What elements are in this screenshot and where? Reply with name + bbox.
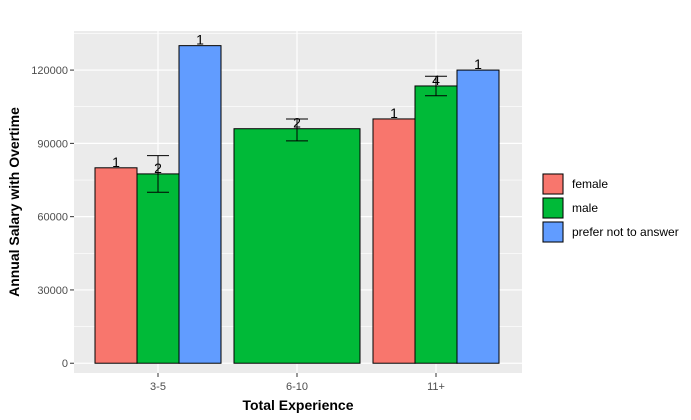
bar-6-10-male (233, 128, 361, 364)
count-labels-layer: 1 2 1 2 1 4 1 (112, 32, 482, 176)
count-label: 4 (432, 72, 440, 88)
count-label: 2 (293, 115, 301, 131)
error-bars-layer (147, 75, 447, 193)
legend-label: prefer not to answer (572, 225, 679, 239)
x-tick-label: 3-5 (150, 381, 166, 393)
y-axis: 0 30000 60000 90000 120000 (31, 65, 74, 370)
y-axis-title: Annual Salary with Overtime (6, 107, 22, 297)
y-tick-label: 120000 (31, 65, 68, 77)
bar-11+-male (414, 85, 458, 364)
bar-3-5-male (136, 173, 180, 364)
y-tick-label: 60000 (37, 212, 68, 224)
y-tick-label: 0 (62, 358, 68, 370)
bar-3-5-prefer-not-to-answer (178, 45, 222, 364)
bars-layer (94, 45, 500, 364)
bar-11+-prefer-not-to-answer (456, 69, 500, 364)
bar-11+-female (372, 118, 416, 364)
count-label: 1 (390, 105, 398, 121)
legend-label: female (572, 177, 608, 191)
y-tick-label: 90000 (37, 138, 68, 150)
legend-swatch-female (542, 173, 564, 195)
legend: female male prefer not to answer (542, 173, 679, 243)
y-tick-label: 30000 (37, 285, 68, 297)
count-label: 1 (196, 32, 204, 48)
count-label: 1 (474, 56, 482, 72)
x-tick-label: 11+ (427, 381, 445, 393)
x-axis-title: Total Experience (242, 397, 353, 413)
bar-3-5-female (94, 167, 138, 364)
count-label: 2 (154, 160, 162, 176)
count-label: 1 (112, 154, 120, 170)
x-tick-label: 6-10 (286, 381, 308, 393)
legend-swatch-male (542, 197, 564, 219)
legend-swatch-prefer-not-to-answer (542, 221, 564, 243)
x-axis: 3-5 6-10 11+ (150, 373, 445, 393)
legend-label: male (572, 201, 598, 215)
